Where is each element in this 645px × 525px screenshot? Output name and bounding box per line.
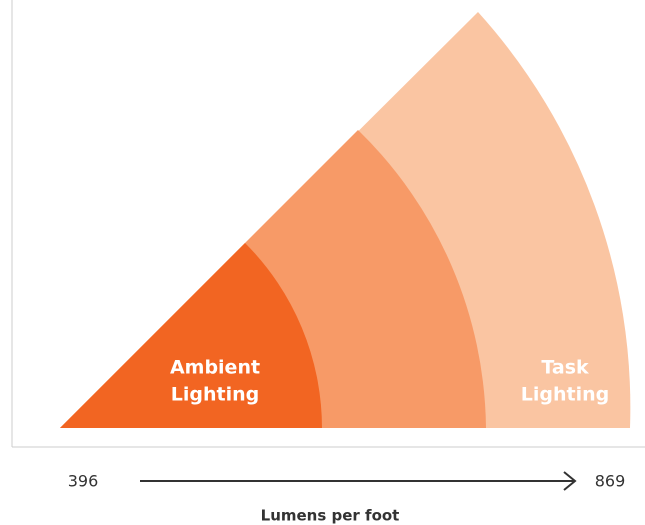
- zone-label: Ambient: [170, 357, 260, 379]
- inner-sector: [60, 243, 322, 428]
- zone-label: Lighting: [521, 384, 609, 406]
- zone-label: Lighting: [171, 384, 259, 406]
- scale-start: 396: [68, 472, 99, 491]
- arrow-head: [563, 471, 577, 491]
- scale-label: Lumens per foot: [261, 507, 400, 525]
- scale-end: 869: [595, 472, 626, 491]
- zone-label: Task: [541, 357, 589, 379]
